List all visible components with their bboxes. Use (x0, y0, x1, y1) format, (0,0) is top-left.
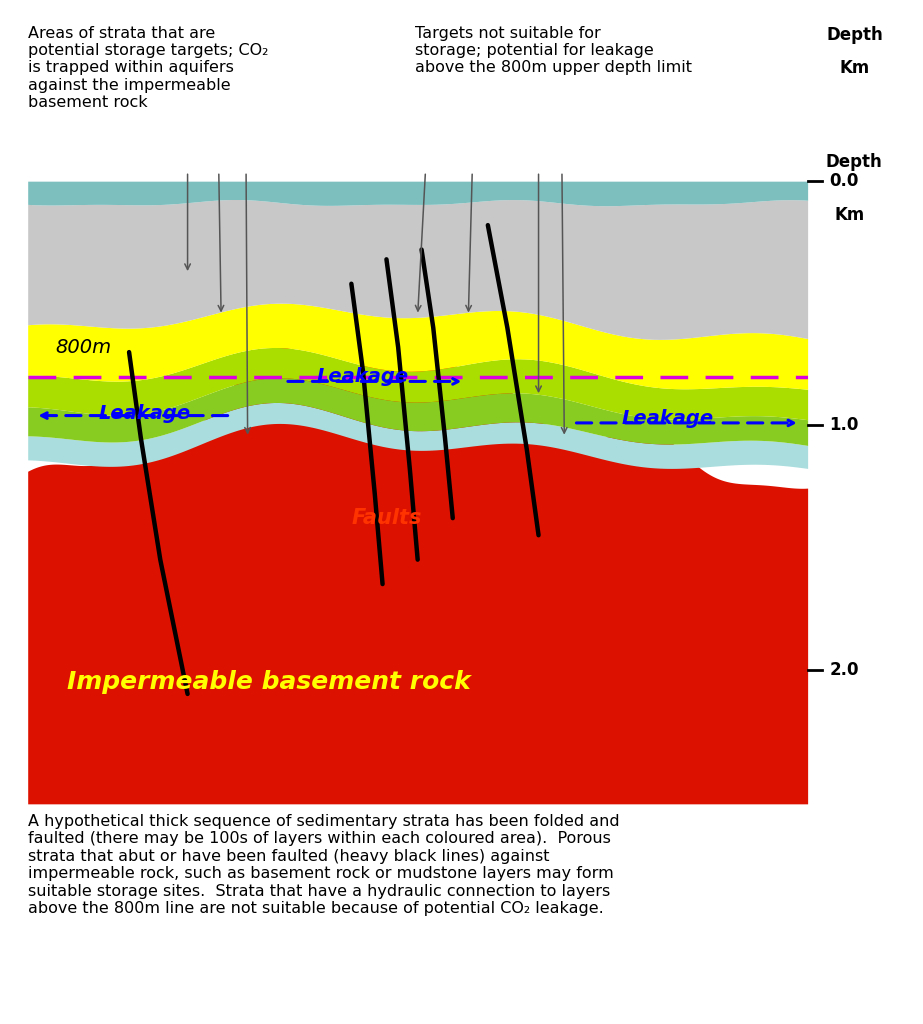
Text: Depth: Depth (826, 26, 882, 44)
Text: 2.0: 2.0 (830, 660, 859, 679)
Text: 0.0: 0.0 (830, 172, 858, 190)
Text: A hypothetical thick sequence of sedimentary strata has been folded and
faulted : A hypothetical thick sequence of sedimen… (28, 814, 619, 916)
Text: Targets not suitable for
storage; potential for leakage
above the 800m upper dep: Targets not suitable for storage; potent… (415, 26, 692, 76)
Text: 1.0: 1.0 (830, 417, 858, 434)
Text: Leakage: Leakage (99, 403, 191, 423)
Text: Km: Km (834, 206, 865, 223)
Text: 800m: 800m (55, 338, 111, 357)
Text: Impermeable basement rock: Impermeable basement rock (66, 670, 471, 693)
Text: Leakage: Leakage (621, 409, 713, 428)
Text: Km: Km (840, 59, 870, 78)
Text: Areas of strata that are
potential storage targets; CO₂
is trapped within aquife: Areas of strata that are potential stora… (28, 26, 268, 111)
Text: Leakage: Leakage (317, 367, 409, 386)
Text: Faults: Faults (352, 508, 422, 528)
Text: Depth: Depth (825, 154, 882, 171)
